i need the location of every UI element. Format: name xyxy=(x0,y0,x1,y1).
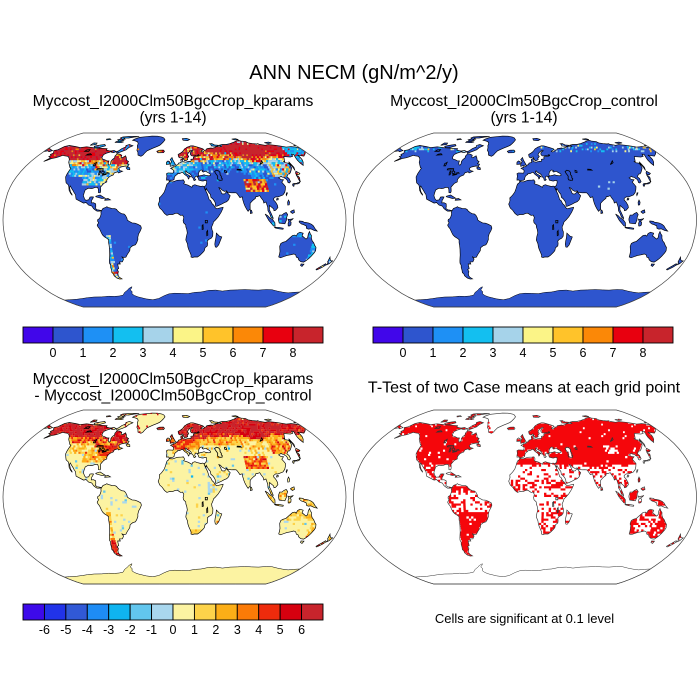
svg-text:Myccost_I2000Clm50BgcCrop_cont: Myccost_I2000Clm50BgcCrop_control xyxy=(390,93,658,110)
svg-text:6: 6 xyxy=(230,346,237,360)
svg-text:3: 3 xyxy=(234,623,241,637)
svg-text:8: 8 xyxy=(290,346,297,360)
svg-text:Myccost_I2000Clm50BgcCrop_kpar: Myccost_I2000Clm50BgcCrop_kparams xyxy=(33,93,314,110)
svg-text:8: 8 xyxy=(640,346,647,360)
svg-text:6: 6 xyxy=(298,623,305,637)
svg-text:- Myccost_I2000Clm50BgcCrop_co: - Myccost_I2000Clm50BgcCrop_control xyxy=(34,388,311,405)
svg-text:-1: -1 xyxy=(146,623,157,637)
svg-text:2: 2 xyxy=(110,346,117,360)
svg-text:5: 5 xyxy=(550,346,557,360)
svg-text:5: 5 xyxy=(277,623,284,637)
svg-text:5: 5 xyxy=(200,346,207,360)
svg-text:-4: -4 xyxy=(82,623,93,637)
svg-text:2: 2 xyxy=(460,346,467,360)
svg-text:-2: -2 xyxy=(125,623,136,637)
svg-text:7: 7 xyxy=(610,346,617,360)
svg-text:4: 4 xyxy=(255,623,262,637)
svg-text:(yrs 1-14): (yrs 1-14) xyxy=(139,110,206,127)
svg-text:0: 0 xyxy=(170,623,177,637)
svg-text:Cells are significant at 0.1 l: Cells are significant at 0.1 level xyxy=(435,611,614,626)
svg-text:3: 3 xyxy=(490,346,497,360)
svg-text:1: 1 xyxy=(191,623,198,637)
svg-text:Myccost_I2000Clm50BgcCrop_kpar: Myccost_I2000Clm50BgcCrop_kparams xyxy=(33,371,314,388)
svg-text:-6: -6 xyxy=(39,623,50,637)
svg-text:0: 0 xyxy=(50,346,57,360)
svg-text:4: 4 xyxy=(170,346,177,360)
svg-text:ANN NECM (gN/m^2/y): ANN NECM (gN/m^2/y) xyxy=(249,62,458,84)
svg-text:1: 1 xyxy=(80,346,87,360)
svg-text:0: 0 xyxy=(400,346,407,360)
svg-text:3: 3 xyxy=(140,346,147,360)
svg-text:-3: -3 xyxy=(103,623,114,637)
svg-text:2: 2 xyxy=(212,623,219,637)
svg-text:(yrs 1-14): (yrs 1-14) xyxy=(490,110,557,127)
svg-text:7: 7 xyxy=(260,346,267,360)
svg-text:6: 6 xyxy=(580,346,587,360)
svg-text:-5: -5 xyxy=(60,623,71,637)
svg-text:1: 1 xyxy=(430,346,437,360)
svg-text:4: 4 xyxy=(520,346,527,360)
svg-text:T-Test of two Case means at ea: T-Test of two Case means at each grid po… xyxy=(368,380,681,397)
